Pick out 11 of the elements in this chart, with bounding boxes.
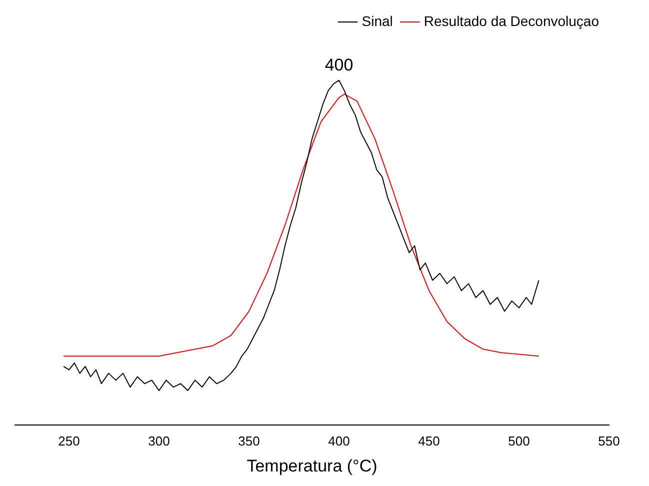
x-tick-label: 250 xyxy=(58,433,80,448)
x-axis-title: Temperatura (°C) xyxy=(246,456,378,476)
annotation: 400 xyxy=(324,56,354,75)
x-tick-label: 500 xyxy=(508,433,530,448)
x-tick-label: 450 xyxy=(418,433,440,448)
x-tick-label: 400 xyxy=(328,433,350,448)
x-tick-label: 550 xyxy=(598,433,620,448)
legend-label: Resultado da Deconvoluçao xyxy=(424,12,600,29)
x-tick-label: 300 xyxy=(148,433,170,448)
legend-label: Sinal xyxy=(362,12,393,29)
x-tick-label: 350 xyxy=(238,433,260,448)
